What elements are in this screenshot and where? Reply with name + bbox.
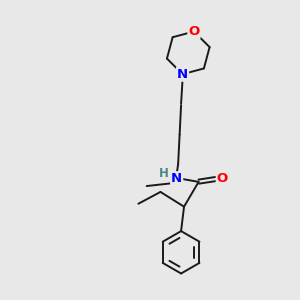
- Text: H: H: [158, 167, 168, 180]
- Text: O: O: [188, 25, 200, 38]
- Text: N: N: [171, 172, 182, 185]
- Text: O: O: [217, 172, 228, 185]
- Text: N: N: [177, 68, 188, 81]
